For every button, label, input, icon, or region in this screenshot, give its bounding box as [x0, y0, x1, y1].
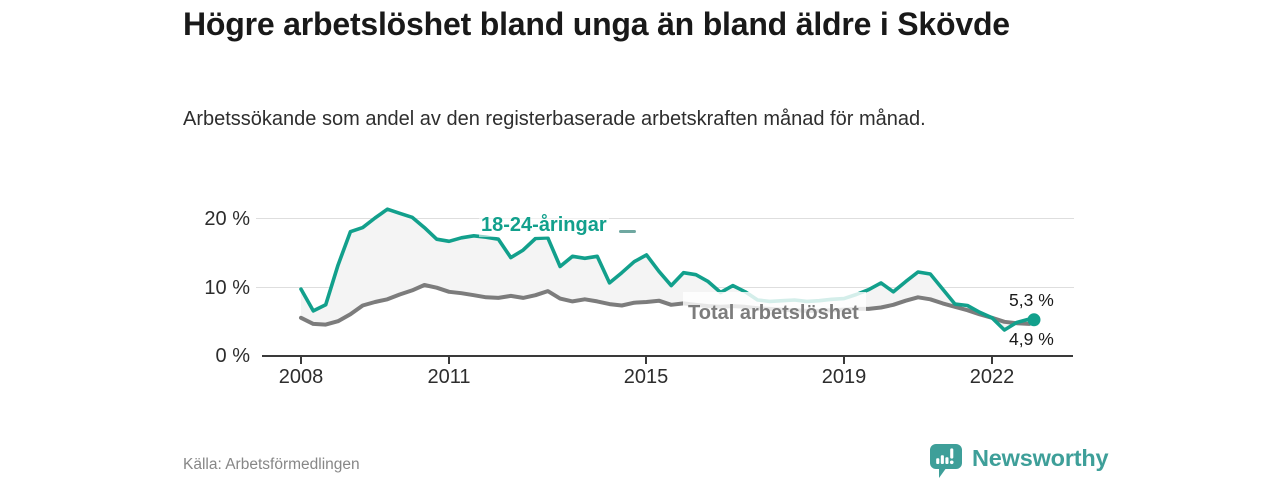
newsworthy-logo: Newsworthy: [929, 443, 1109, 479]
youth-unemployment-line: [299, 207, 1036, 332]
source-attribution: Källa: Arbetsförmedlingen: [183, 456, 360, 473]
y-axis-label-0: 0 %: [215, 345, 250, 367]
total-unemployment-line: [299, 283, 1036, 327]
total-end-value-label: 4,9 %: [1009, 329, 1054, 349]
x-axis-label-2015: 2015: [623, 366, 669, 388]
y-axis-label-10: 10 %: [204, 277, 250, 299]
youth-label-leader-dash: [619, 230, 636, 233]
x-axis-line: [262, 355, 1073, 357]
x-axis-label-2008: 2008: [278, 366, 324, 388]
chart-title: Högre arbetslöshet bland unga än bland ä…: [183, 6, 1010, 42]
gridline-20pct: [256, 218, 1074, 219]
newsworthy-logo-text: Newsworthy: [972, 445, 1109, 471]
youth-series-label: 18-24-åringar: [479, 214, 609, 237]
x-tick-2008: [300, 357, 302, 364]
line-chart-canvas: [299, 207, 1041, 332]
youth-series-end-dot: [1027, 313, 1041, 327]
x-tick-2015: [645, 357, 647, 364]
x-tick-2019: [843, 357, 845, 364]
x-axis-label-2019: 2019: [821, 366, 867, 388]
area-between-series: [301, 209, 1034, 330]
x-axis-label-2022: 2022: [969, 366, 1015, 388]
total-series-label: Total arbetslöshet: [683, 292, 866, 329]
x-axis-label-2011: 2011: [427, 366, 471, 388]
x-tick-2022: [991, 357, 993, 364]
youth-end-value-label: 5,3 %: [1009, 290, 1054, 310]
chart-subtitle: Arbetssökande som andel av den registerb…: [183, 108, 926, 130]
plot-area: 18-24-åringar Total arbetslöshet 5,3 % 4…: [262, 200, 1074, 360]
newsworthy-logo-icon: [930, 444, 962, 478]
x-tick-2011: [448, 357, 450, 364]
y-axis-label-20: 20 %: [204, 208, 250, 230]
